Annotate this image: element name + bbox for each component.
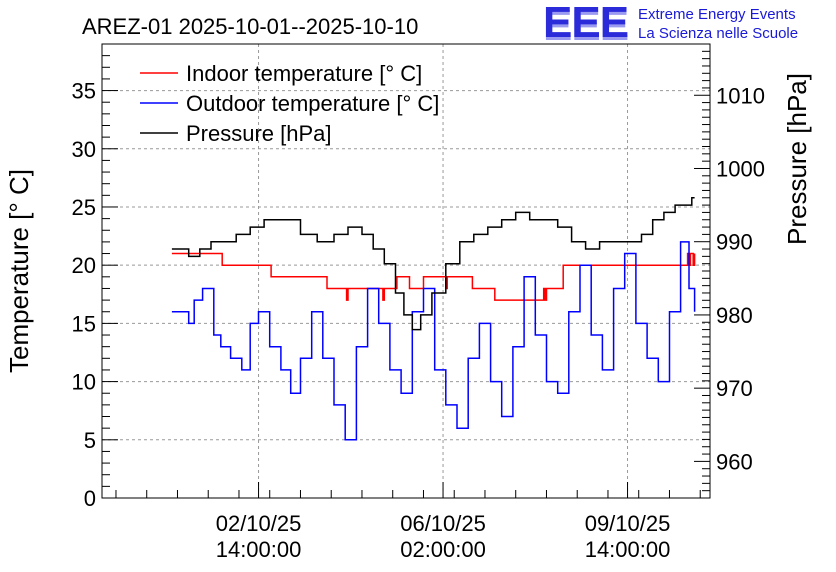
x-tick-label-date: 06/10/25 [400,511,486,536]
legend: Indoor temperature [° C] Outdoor temperat… [140,61,439,146]
y-left-tick-label: 30 [72,137,96,162]
x-axis: 02/10/2514:00:0006/10/2502:00:0009/10/25… [115,482,701,562]
chart-title: AREZ-01 2025-10-01--2025-10-10 [82,14,418,39]
y-right-tick-label: 980 [716,303,753,328]
series-line-outdoor-temperature [171,241,696,441]
y-right-tick-label: 1010 [716,83,765,108]
y-left-tick-label: 35 [72,79,96,104]
x-tick-label-time: 14:00:00 [585,537,671,562]
left-axis: 0 5 10 15 20 25 30 35 [72,55,118,511]
legend-label: Outdoor temperature [° C] [186,91,439,116]
x-tick-label-date: 09/10/25 [585,511,671,536]
y-left-tick-label: 10 [72,370,96,395]
y-axis-right-label: Pressure [hPa] [782,73,812,245]
y-left-tick-label: 15 [72,311,96,336]
y-right-tick-label: 960 [716,449,753,474]
series-line-indoor-temperature [171,252,696,301]
y-right-tick-label: 970 [716,376,753,401]
y-right-tick-label: 990 [716,230,753,255]
logo-caption-line2: La Scienza nelle Scuole [638,25,799,42]
x-tick-label-date: 02/10/25 [216,511,302,536]
series-layer [171,197,696,441]
y-axis-left-label: Temperature [° C] [4,169,34,373]
right-axis: 960 970 980 990 1000 1010 [694,50,765,492]
eee-logo-letters: EEE [543,0,629,47]
eee-logo: EEE Extreme Energy Events La Scienza nel… [543,0,833,47]
legend-label: Pressure [hPa] [186,121,332,146]
y-left-tick-label: 25 [72,195,96,220]
y-left-tick-label: 20 [72,253,96,278]
y-right-tick-label: 1000 [716,156,765,181]
y-left-tick-label: 5 [84,428,96,453]
series-line-pressure [171,197,695,331]
legend-label: Indoor temperature [° C] [186,61,422,86]
y-left-tick-label: 0 [84,486,96,511]
x-tick-label-time: 02:00:00 [400,537,486,562]
logo-caption-line1: Extreme Energy Events [638,6,796,23]
x-tick-label-time: 14:00:00 [216,537,302,562]
